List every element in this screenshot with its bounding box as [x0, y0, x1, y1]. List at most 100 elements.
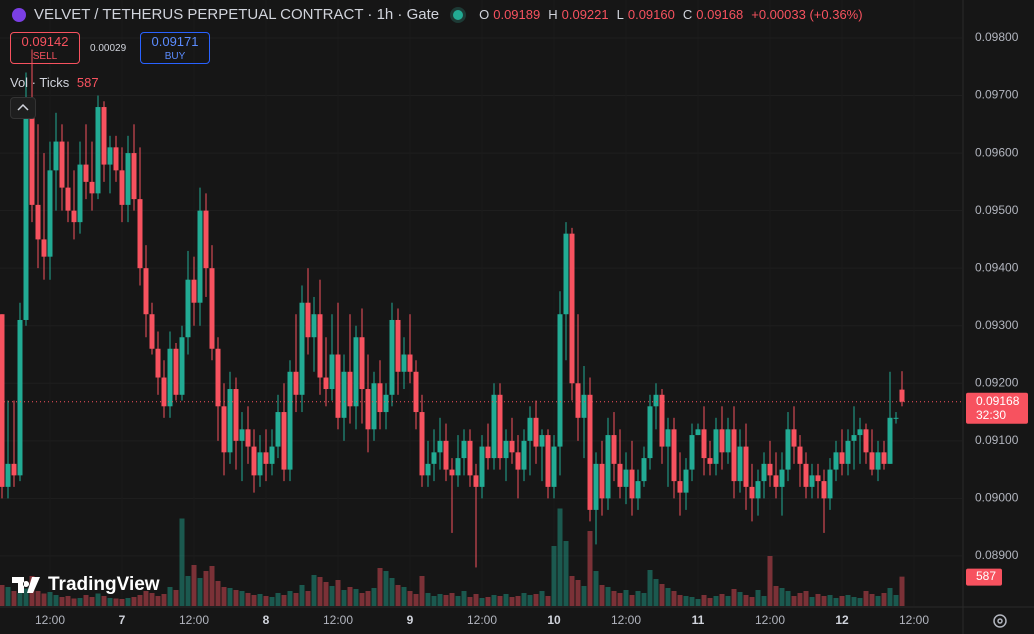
candle-body: [149, 314, 155, 349]
volume-bar: [707, 598, 713, 606]
candle-body: [761, 463, 767, 482]
volume-bar: [497, 596, 503, 606]
candle-body: [179, 337, 185, 395]
candle-body: [167, 348, 173, 407]
candle-body: [119, 170, 125, 205]
settings-icon[interactable]: [990, 611, 1010, 631]
volume-bar: [41, 593, 47, 606]
volume-value: 587: [76, 75, 99, 90]
candle-body: [191, 279, 197, 303]
candle-body: [569, 233, 575, 384]
volume-bar: [539, 591, 545, 606]
candle-body: [101, 107, 107, 165]
volume-bar: [203, 571, 209, 606]
y-tick-label: 0.09800: [975, 30, 1019, 44]
volume-bar: [725, 596, 731, 606]
candle-body: [89, 181, 95, 194]
volume-bar: [449, 593, 455, 606]
buy-button[interactable]: 0.09171 BUY: [140, 32, 210, 64]
y-tick-label: 0.09400: [975, 260, 1019, 274]
candle-body: [377, 383, 383, 413]
volume-bar: [569, 576, 575, 606]
volume-bar: [743, 595, 749, 606]
volume-bar: [593, 571, 599, 606]
volume-bar: [419, 576, 425, 606]
volume-bar: [563, 541, 569, 606]
volume-bar: [425, 593, 431, 606]
candle-body: [689, 435, 695, 470]
candle-body: [71, 210, 77, 223]
volume-bar: [89, 597, 95, 606]
candle-body: [323, 377, 329, 390]
candle-body: [515, 452, 521, 470]
candle-body: [893, 417, 899, 419]
volume-bar: [377, 568, 383, 606]
volume-bar: [815, 594, 821, 606]
volume-bar: [329, 586, 335, 606]
candle-body: [467, 440, 473, 476]
x-tick-label: 11: [692, 613, 705, 627]
volume-bar: [461, 591, 467, 606]
collapse-button[interactable]: [10, 97, 36, 119]
volume-bar: [383, 571, 389, 606]
volume-bar: [5, 587, 11, 606]
volume-bar: [347, 587, 353, 606]
candle-body: [137, 199, 143, 269]
candle-body: [575, 383, 581, 418]
volume-bar: [437, 594, 443, 606]
volume-bar: [287, 591, 293, 606]
volume-bar: [305, 591, 311, 606]
candle-body: [587, 394, 593, 510]
x-tick-label: 9: [407, 613, 414, 627]
candle-body: [857, 429, 863, 436]
sell-price: 0.09142: [21, 34, 69, 49]
candle-body: [839, 452, 845, 464]
x-tick-label: 12:00: [35, 613, 65, 627]
candle-body: [335, 354, 341, 418]
volume-bar: [617, 593, 623, 606]
candle-body: [641, 458, 647, 482]
candle-body: [35, 204, 41, 240]
volume-bar: [575, 580, 581, 606]
volume-bar: [521, 593, 527, 606]
candle-body: [11, 463, 17, 476]
volume-bar: [791, 596, 797, 606]
candle-body: [767, 463, 773, 476]
candle-body: [455, 458, 461, 476]
candle-body: [659, 394, 665, 447]
candle-body: [155, 348, 161, 378]
candle-body: [83, 164, 89, 182]
x-tick-label: 12: [835, 613, 849, 627]
candle-body: [437, 440, 443, 453]
candle-body: [239, 429, 245, 441]
volume-bar: [875, 596, 881, 606]
candle-body: [461, 440, 467, 459]
candle-body: [53, 141, 59, 171]
candle-body: [443, 440, 449, 470]
candle-body: [431, 452, 437, 464]
candle-body: [299, 302, 305, 395]
candle-body: [233, 389, 239, 441]
candle-body: [773, 475, 779, 487]
candle-body: [683, 469, 689, 493]
volume-bar: [479, 598, 485, 606]
volume-bar: [587, 531, 593, 606]
volume-bar: [605, 587, 611, 606]
volume-bar: [641, 593, 647, 606]
volume-bar: [677, 595, 683, 606]
volume-bar: [659, 584, 665, 606]
legend: VELVET / TETHERUS PERPETUAL CONTRACT · 1…: [12, 6, 863, 23]
candle-body: [791, 429, 797, 447]
volume-bar: [635, 591, 641, 606]
x-tick-label: 7: [119, 613, 126, 627]
volume-bar: [683, 596, 689, 606]
volume-bar: [755, 590, 761, 606]
sell-button[interactable]: 0.09142 SELL: [10, 32, 80, 64]
x-tick-label: 10: [547, 613, 561, 627]
y-tick-label: 0.09000: [975, 491, 1019, 505]
ohlc-value: 0.09168: [696, 7, 744, 22]
candle-body: [473, 475, 479, 487]
volume-bar: [293, 593, 299, 606]
volume-bar: [767, 556, 773, 606]
